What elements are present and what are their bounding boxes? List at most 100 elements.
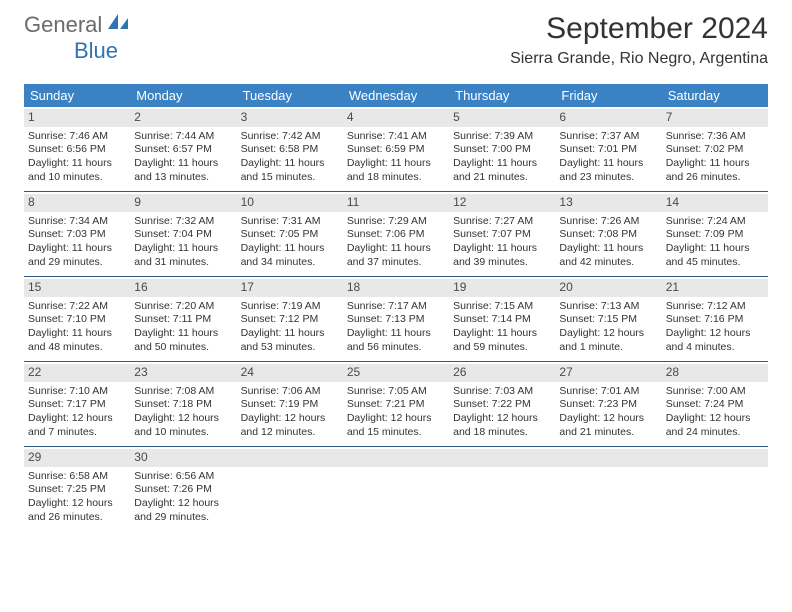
day-cell: 17 Sunrise: 7:19 AM Sunset: 7:12 PM Dayli… (237, 277, 343, 361)
day-of-week-label: Thursday (449, 84, 555, 107)
day-cell: 30 Sunrise: 6:56 AM Sunset: 7:26 PM Dayli… (130, 447, 236, 531)
day-details: Sunrise: 7:13 AM Sunset: 7:15 PM Dayligh… (559, 300, 657, 355)
day-details: Sunrise: 7:10 AM Sunset: 7:17 PM Dayligh… (28, 385, 126, 440)
day-details: Sunrise: 7:34 AM Sunset: 7:03 PM Dayligh… (28, 215, 126, 270)
day-cell: 2 Sunrise: 7:44 AM Sunset: 6:57 PM Daylig… (130, 107, 236, 191)
day-cell: 4Sunrise: 7:41 AM Sunset: 6:59 PM Daylig… (343, 107, 449, 191)
day-number: 29 (24, 449, 130, 467)
day-number: 25 (343, 364, 449, 382)
day-of-week-label: Saturday (662, 84, 768, 107)
day-details: Sunrise: 7:08 AM Sunset: 7:18 PM Dayligh… (134, 385, 232, 440)
day-of-week-label: Monday (130, 84, 236, 107)
week-row: 29Sunrise: 6:58 AM Sunset: 7:25 PM Dayli… (24, 447, 768, 531)
week-row: 1 Sunrise: 7:46 AM Sunset: 6:56 PM Daylig… (24, 107, 768, 192)
day-number: 27 (555, 364, 661, 382)
calendar: SundayMondayTuesdayWednesdayThursdayFrid… (24, 84, 768, 531)
day-cell: 22 Sunrise: 7:10 AM Sunset: 7:17 PM Dayli… (24, 362, 130, 446)
day-cell: 29Sunrise: 6:58 AM Sunset: 7:25 PM Dayli… (24, 447, 130, 531)
location-subtitle: Sierra Grande, Rio Negro, Argentina (510, 50, 768, 68)
day-details: Sunrise: 7:44 AM Sunset: 6:57 PM Dayligh… (134, 130, 232, 185)
day-cell: 5Sunrise: 7:39 AM Sunset: 7:00 PM Daylig… (449, 107, 555, 191)
day-cell: . (449, 447, 555, 531)
day-number: 20 (555, 279, 661, 297)
day-cell: 1 Sunrise: 7:46 AM Sunset: 6:56 PM Daylig… (24, 107, 130, 191)
day-details: Sunrise: 7:46 AM Sunset: 6:56 PM Dayligh… (28, 130, 126, 185)
day-number: . (237, 449, 343, 467)
day-cell: 23 Sunrise: 7:08 AM Sunset: 7:18 PM Dayli… (130, 362, 236, 446)
logo-sail-icon (108, 12, 130, 35)
day-cell: 10 Sunrise: 7:31 AM Sunset: 7:05 PM Dayli… (237, 192, 343, 276)
day-number: 13 (555, 194, 661, 212)
day-number: . (449, 449, 555, 467)
day-number: . (662, 449, 768, 467)
day-details: Sunrise: 7:22 AM Sunset: 7:10 PM Dayligh… (28, 300, 126, 355)
day-cell: 9 Sunrise: 7:32 AM Sunset: 7:04 PM Daylig… (130, 192, 236, 276)
day-cell: 27 Sunrise: 7:01 AM Sunset: 7:23 PM Dayli… (555, 362, 661, 446)
day-number: 9 (130, 194, 236, 212)
day-cell: . (555, 447, 661, 531)
day-details: Sunrise: 7:26 AM Sunset: 7:08 PM Dayligh… (559, 215, 657, 270)
day-number: . (343, 449, 449, 467)
day-number: 10 (237, 194, 343, 212)
week-row: 8 Sunrise: 7:34 AM Sunset: 7:03 PM Daylig… (24, 192, 768, 277)
day-number: 24 (237, 364, 343, 382)
day-number: 6 (555, 109, 661, 127)
day-details: Sunrise: 7:01 AM Sunset: 7:23 PM Dayligh… (559, 385, 657, 440)
day-details: Sunrise: 7:12 AM Sunset: 7:16 PM Dayligh… (666, 300, 764, 355)
day-number: 30 (130, 449, 236, 467)
day-details: Sunrise: 7:42 AM Sunset: 6:58 PM Dayligh… (241, 130, 339, 185)
day-number: 8 (24, 194, 130, 212)
day-cell: 11Sunrise: 7:29 AM Sunset: 7:06 PM Dayli… (343, 192, 449, 276)
day-number: 15 (24, 279, 130, 297)
day-details: Sunrise: 7:06 AM Sunset: 7:19 PM Dayligh… (241, 385, 339, 440)
weeks-container: 1 Sunrise: 7:46 AM Sunset: 6:56 PM Daylig… (24, 107, 768, 531)
day-details: Sunrise: 7:31 AM Sunset: 7:05 PM Dayligh… (241, 215, 339, 270)
day-number: 17 (237, 279, 343, 297)
day-number: 26 (449, 364, 555, 382)
day-cell: 19 Sunrise: 7:15 AM Sunset: 7:14 PM Dayli… (449, 277, 555, 361)
day-number: 23 (130, 364, 236, 382)
logo: General Blue (24, 12, 128, 38)
day-details: Sunrise: 7:36 AM Sunset: 7:02 PM Dayligh… (666, 130, 764, 185)
day-cell: 15 Sunrise: 7:22 AM Sunset: 7:10 PM Dayli… (24, 277, 130, 361)
day-cell: . (237, 447, 343, 531)
day-number: 7 (662, 109, 768, 127)
day-number: 16 (130, 279, 236, 297)
day-cell: 12 Sunrise: 7:27 AM Sunset: 7:07 PM Dayli… (449, 192, 555, 276)
day-details: Sunrise: 6:56 AM Sunset: 7:26 PM Dayligh… (134, 470, 232, 525)
day-details: Sunrise: 7:17 AM Sunset: 7:13 PM Dayligh… (347, 300, 445, 355)
day-number: 19 (449, 279, 555, 297)
day-cell: 26 Sunrise: 7:03 AM Sunset: 7:22 PM Dayli… (449, 362, 555, 446)
day-number: 21 (662, 279, 768, 297)
title-block: September 2024 Sierra Grande, Rio Negro,… (510, 12, 768, 68)
day-number: 2 (130, 109, 236, 127)
day-details: Sunrise: 7:20 AM Sunset: 7:11 PM Dayligh… (134, 300, 232, 355)
day-details: Sunrise: 7:15 AM Sunset: 7:14 PM Dayligh… (453, 300, 551, 355)
day-cell: 25Sunrise: 7:05 AM Sunset: 7:21 PM Dayli… (343, 362, 449, 446)
day-number: 18 (343, 279, 449, 297)
day-number: 4 (343, 109, 449, 127)
day-number: 28 (662, 364, 768, 382)
day-cell: 18 Sunrise: 7:17 AM Sunset: 7:13 PM Dayli… (343, 277, 449, 361)
day-details: Sunrise: 7:29 AM Sunset: 7:06 PM Dayligh… (347, 215, 445, 270)
day-number: 12 (449, 194, 555, 212)
day-of-week-label: Sunday (24, 84, 130, 107)
day-of-week-label: Friday (555, 84, 661, 107)
day-details: Sunrise: 7:32 AM Sunset: 7:04 PM Dayligh… (134, 215, 232, 270)
day-of-week-label: Tuesday (237, 84, 343, 107)
week-row: 15 Sunrise: 7:22 AM Sunset: 7:10 PM Dayli… (24, 277, 768, 362)
day-number: 5 (449, 109, 555, 127)
day-cell: . (343, 447, 449, 531)
day-details: Sunrise: 7:03 AM Sunset: 7:22 PM Dayligh… (453, 385, 551, 440)
day-number: 22 (24, 364, 130, 382)
day-number: . (555, 449, 661, 467)
logo-text-blue: Blue (74, 38, 118, 64)
day-cell: 13 Sunrise: 7:26 AM Sunset: 7:08 PM Dayli… (555, 192, 661, 276)
day-details: Sunrise: 7:19 AM Sunset: 7:12 PM Dayligh… (241, 300, 339, 355)
day-details: Sunrise: 7:27 AM Sunset: 7:07 PM Dayligh… (453, 215, 551, 270)
day-cell: 16 Sunrise: 7:20 AM Sunset: 7:11 PM Dayli… (130, 277, 236, 361)
day-number: 1 (24, 109, 130, 127)
day-details: Sunrise: 7:37 AM Sunset: 7:01 PM Dayligh… (559, 130, 657, 185)
day-cell: 6 Sunrise: 7:37 AM Sunset: 7:01 PM Daylig… (555, 107, 661, 191)
day-cell: . (662, 447, 768, 531)
